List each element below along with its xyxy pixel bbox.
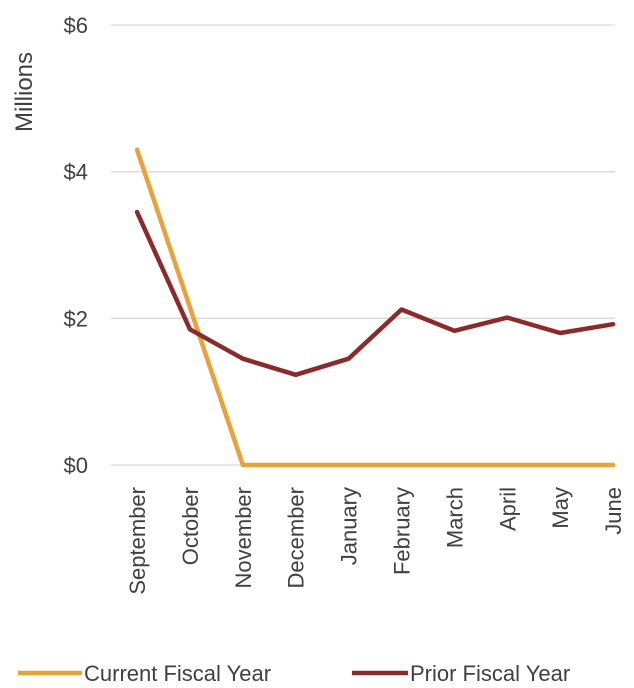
y-axis-title: Millions bbox=[11, 52, 38, 132]
x-tick-label: September bbox=[125, 487, 150, 595]
legend-item: Prior Fiscal Year bbox=[352, 661, 570, 686]
x-tick-label: June bbox=[601, 487, 626, 535]
series-line-prior-fiscal-year bbox=[134, 209, 616, 378]
x-tick-label: May bbox=[548, 487, 573, 529]
gridlines bbox=[111, 24, 615, 466]
y-tick-label: $6 bbox=[64, 13, 88, 38]
series-lines bbox=[134, 147, 616, 468]
series-line-current-fiscal-year bbox=[134, 147, 616, 468]
x-tick-label: November bbox=[231, 487, 256, 588]
x-tick-label: October bbox=[178, 487, 203, 565]
x-tick-label: February bbox=[390, 487, 415, 575]
x-axis-ticks: September October November December January F… bbox=[125, 487, 626, 595]
legend-item: Current Fiscal Year bbox=[18, 661, 271, 686]
legend: Current Fiscal Year Prior Fiscal Year bbox=[18, 661, 570, 686]
y-tick-label: $0 bbox=[64, 453, 88, 478]
x-tick-label: January bbox=[337, 487, 362, 565]
x-tick-label: December bbox=[284, 487, 309, 588]
legend-label: Current Fiscal Year bbox=[84, 661, 271, 686]
legend-label: Prior Fiscal Year bbox=[410, 661, 570, 686]
x-tick-label: March bbox=[442, 487, 467, 548]
y-tick-label: $2 bbox=[64, 306, 88, 331]
x-tick-label: April bbox=[495, 487, 520, 531]
y-axis-ticks: $0 $2 $4 $6 bbox=[64, 13, 88, 478]
y-tick-label: $4 bbox=[64, 160, 88, 185]
